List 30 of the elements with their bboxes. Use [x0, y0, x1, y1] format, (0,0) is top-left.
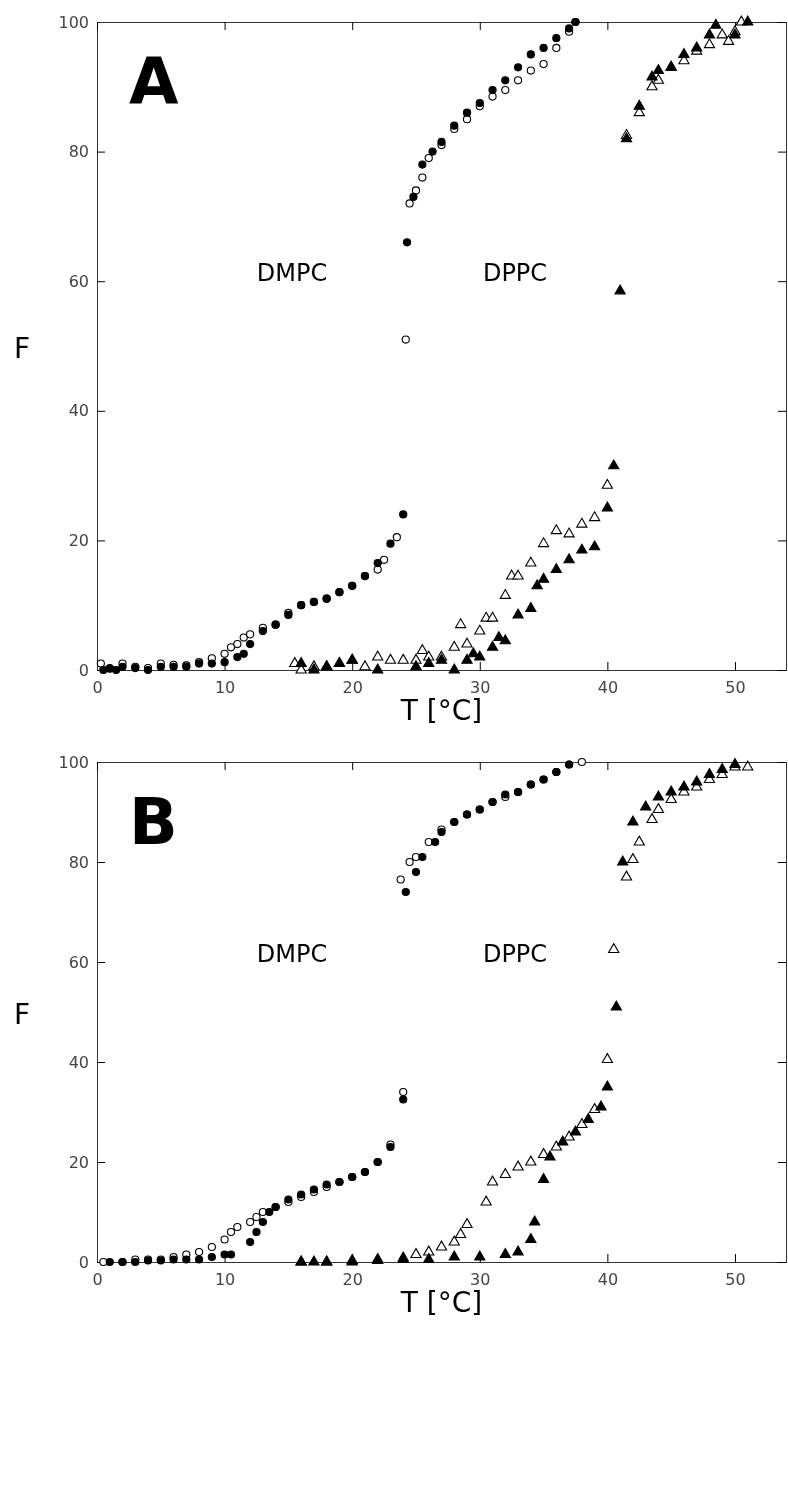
annotation: DMPC	[256, 940, 328, 968]
x-tick-label: 0	[92, 1270, 103, 1290]
x-tick-label: 0	[92, 678, 103, 698]
y-tick-label: 40	[68, 1052, 89, 1072]
y-tick-label: 100	[58, 752, 89, 772]
annotation: DPPC	[482, 940, 548, 968]
y-tick-label: 60	[68, 952, 89, 972]
y-tick-label: 60	[68, 271, 89, 291]
x-tick-label: 40	[597, 678, 619, 698]
y-axis-title: F	[14, 998, 31, 1031]
annotation: DMPC	[256, 259, 328, 288]
y-tick-label: 40	[68, 401, 89, 421]
x-tick-label: 50	[725, 678, 746, 698]
y-axis-title: F	[14, 332, 31, 365]
y-tick-label: 0	[78, 660, 89, 680]
chart-title: B	[129, 785, 178, 859]
x-tick-label: 50	[725, 1270, 746, 1290]
x-tick-label: 10	[214, 1270, 236, 1290]
y-tick-label: 80	[68, 142, 89, 162]
y-tick-label: 20	[68, 531, 89, 551]
y-tick-label: 0	[78, 1252, 89, 1272]
x-tick-label: 10	[214, 678, 236, 698]
y-tick-label: 20	[68, 1152, 89, 1172]
y-tick-label: 80	[68, 852, 89, 872]
annotation: DPPC	[482, 259, 548, 288]
x-tick-label: 40	[597, 1270, 619, 1290]
chart-title: A	[129, 45, 179, 119]
x-tick-label: 20	[342, 678, 363, 698]
x-tick-label: 20	[342, 1270, 363, 1290]
y-tick-label: 100	[58, 12, 89, 32]
